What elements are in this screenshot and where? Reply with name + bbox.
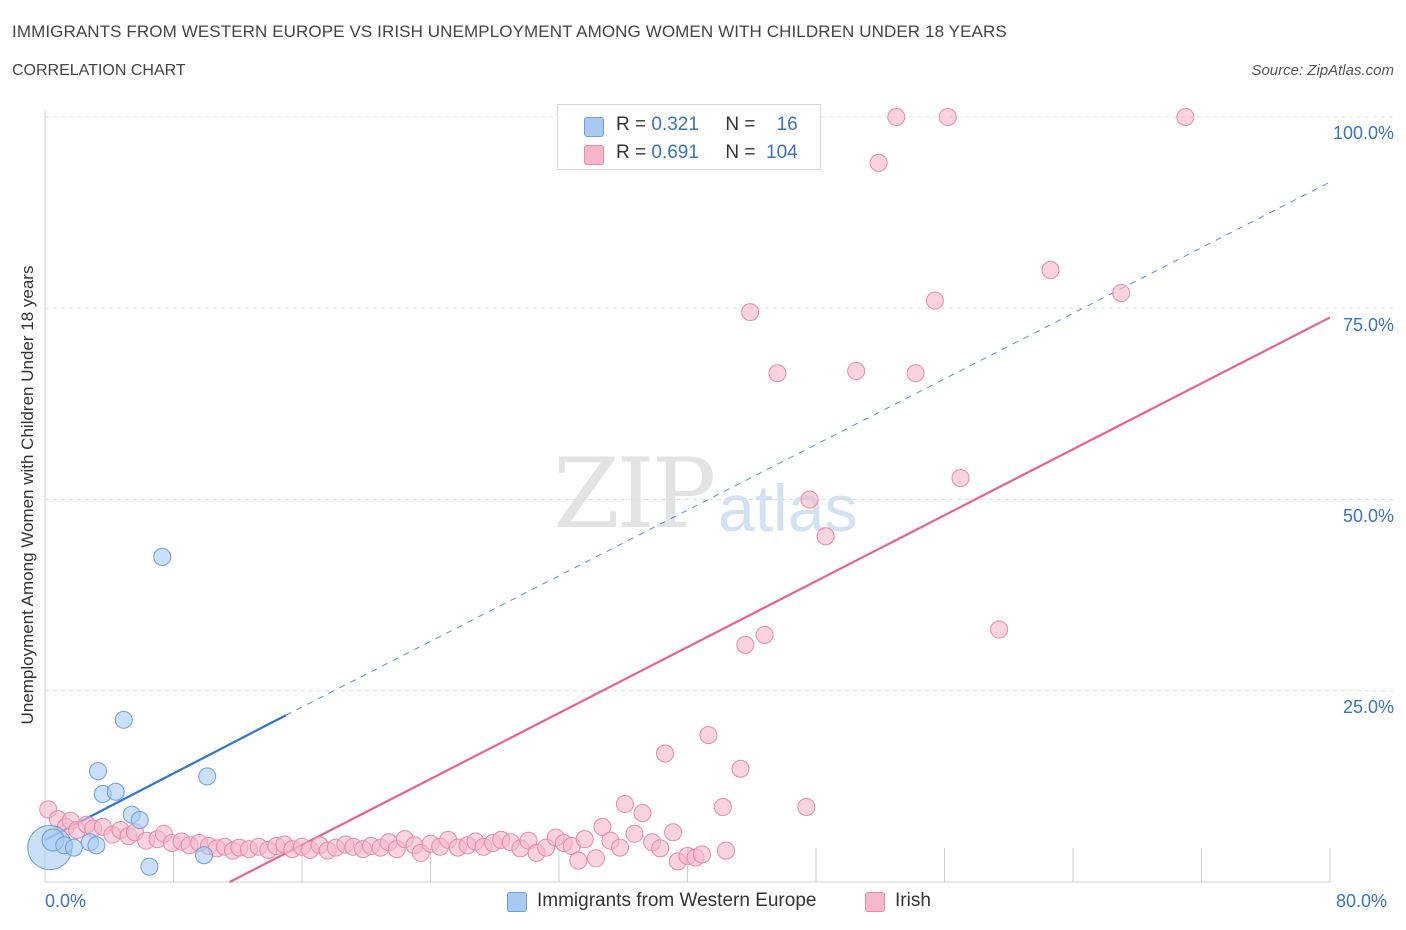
- data-point: [593, 817, 612, 836]
- data-point: [736, 635, 755, 654]
- grid-lines: [45, 116, 1395, 692]
- legend-swatch-pink: [584, 145, 604, 165]
- y-tick-label-50: 50.0%: [1342, 506, 1394, 526]
- legend-n-label: N =: [725, 114, 756, 135]
- data-point: [816, 527, 835, 546]
- data-points: [27, 108, 1195, 876]
- data-point: [195, 846, 214, 865]
- data-point: [656, 744, 675, 763]
- x-tick-label-min: 0.0%: [45, 891, 87, 911]
- data-point: [114, 710, 133, 729]
- bottom-legend-swatch-pink: [865, 892, 885, 912]
- axes: [44, 110, 1331, 883]
- data-point: [664, 823, 683, 842]
- trend-lines: [44, 181, 1331, 883]
- chart-source: Source: ZipAtlas.com: [1251, 62, 1394, 79]
- data-point: [87, 836, 106, 855]
- chart-subtitle: CORRELATION CHART: [12, 62, 186, 79]
- data-point: [140, 857, 159, 876]
- data-point: [768, 364, 787, 383]
- data-point: [1176, 108, 1195, 126]
- data-point: [755, 625, 774, 644]
- data-point: [731, 759, 750, 778]
- watermark-zip: ZIP: [553, 438, 716, 550]
- data-point: [692, 845, 711, 864]
- data-point: [625, 824, 644, 843]
- data-point: [906, 364, 925, 383]
- data-point: [938, 108, 957, 126]
- data-point: [651, 839, 670, 858]
- legend-n-value: 16: [776, 114, 798, 135]
- data-point: [797, 798, 816, 817]
- x-tick-label-max: 80.0%: [1336, 891, 1388, 911]
- data-point: [847, 361, 866, 380]
- data-point: [717, 841, 736, 860]
- data-point: [64, 838, 83, 857]
- data-point: [586, 849, 605, 868]
- data-point: [89, 762, 108, 781]
- data-point: [1112, 283, 1131, 302]
- data-point: [153, 547, 172, 566]
- legend-swatch-blue: [584, 117, 604, 137]
- legend-n-value: 104: [766, 142, 798, 163]
- bottom-legend-swatch-blue: [507, 892, 527, 912]
- legend-r-value: 0.321: [651, 114, 699, 135]
- data-point: [951, 469, 970, 488]
- data-point: [990, 620, 1009, 639]
- legend-r-label: R =: [616, 114, 647, 135]
- legend-n-label: N =: [725, 142, 756, 163]
- trend-line-1: [229, 316, 1331, 883]
- data-point: [869, 153, 888, 172]
- data-point: [887, 108, 906, 126]
- data-point: [741, 303, 760, 322]
- data-point: [130, 811, 149, 830]
- legend-r-value: 0.691: [651, 142, 699, 163]
- y-tick-label-75: 75.0%: [1342, 315, 1394, 335]
- data-point: [575, 830, 594, 849]
- bottom-legend-label: Immigrants from Western Europe: [537, 890, 817, 911]
- y-tick-label-25: 25.0%: [1342, 697, 1394, 717]
- data-point: [925, 291, 944, 310]
- data-point: [1041, 261, 1060, 279]
- data-point: [800, 490, 819, 509]
- data-point: [713, 798, 732, 817]
- correlation-legend: R = 0.321 N = 16 R = 0.691 N = 104: [557, 104, 821, 170]
- legend-r-label: R =: [616, 142, 647, 163]
- bottom-legend-label: Irish: [895, 890, 931, 911]
- chart-title: IMMIGRANTS FROM WESTERN EUROPE VS IRISH …: [12, 22, 1007, 41]
- data-point: [633, 804, 652, 823]
- data-point: [106, 782, 125, 801]
- y-axis-label: Unemployment Among Women with Children U…: [18, 265, 37, 725]
- data-point: [611, 838, 630, 857]
- data-point: [198, 767, 217, 786]
- y-tick-label-100: 100.0%: [1332, 123, 1394, 143]
- data-point: [569, 851, 588, 870]
- data-point: [615, 794, 634, 813]
- watermark-atlas: atlas: [718, 471, 858, 545]
- trend-line-dashed-0: [285, 181, 1331, 716]
- data-point: [699, 726, 718, 745]
